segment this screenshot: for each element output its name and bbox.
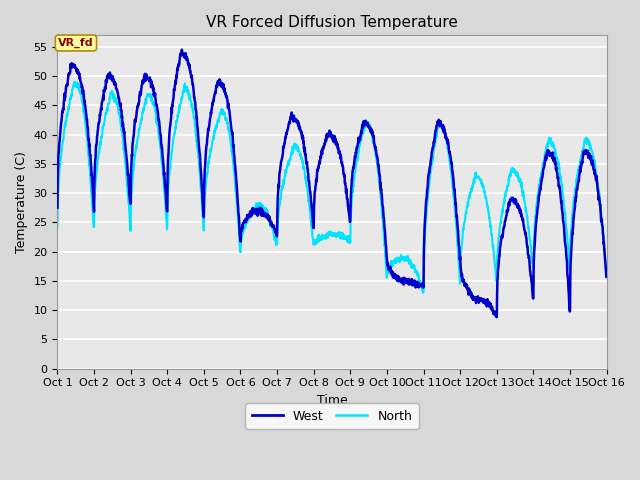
X-axis label: Time: Time xyxy=(317,394,348,407)
Text: VR_fd: VR_fd xyxy=(58,38,94,48)
Title: VR Forced Diffusion Temperature: VR Forced Diffusion Temperature xyxy=(206,15,458,30)
Y-axis label: Temperature (C): Temperature (C) xyxy=(15,151,28,253)
Legend: West, North: West, North xyxy=(246,403,419,429)
